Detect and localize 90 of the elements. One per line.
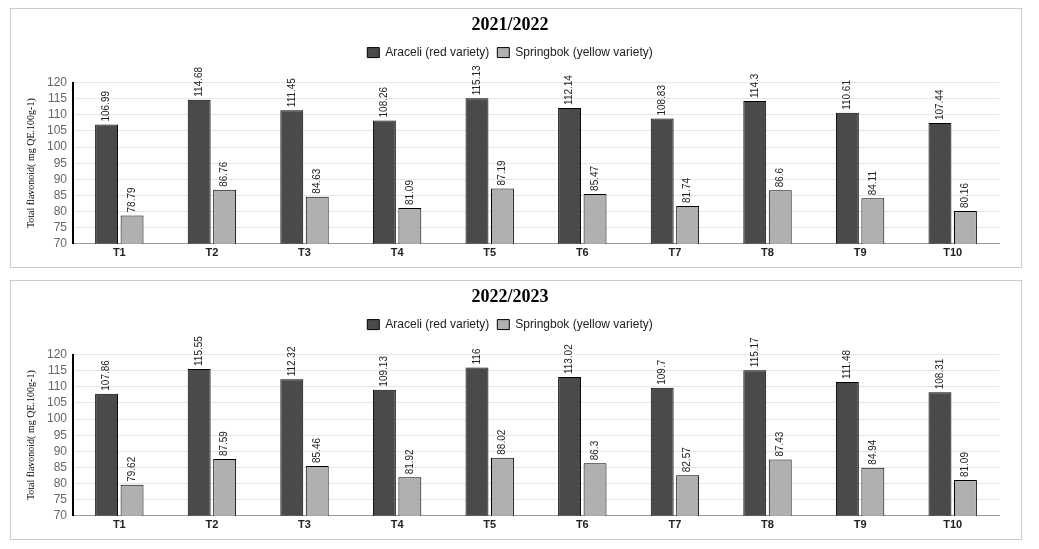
y-tick-label: 85: [53, 187, 68, 202]
x-tick-label: T2: [205, 246, 219, 259]
y-tick-label: 110: [47, 379, 68, 394]
data-label: 87.19: [496, 159, 508, 186]
data-label: 79.62: [125, 456, 137, 482]
x-tick-label: T1: [112, 246, 126, 259]
data-label: 114.3: [748, 73, 760, 98]
data-label: 114.68: [192, 66, 204, 97]
x-tick-label: T6: [575, 518, 589, 531]
data-label: 111.45: [285, 77, 297, 108]
data-label: 84.11: [866, 170, 878, 196]
data-label: 80.16: [959, 182, 971, 209]
data-label: 78.79: [125, 187, 137, 213]
data-label: 81.92: [403, 448, 415, 475]
data-label: 109.7: [655, 359, 667, 385]
y-tick-label: 105: [46, 395, 68, 410]
data-label: 116: [470, 348, 482, 365]
chart-title: 2022/2023: [471, 286, 549, 307]
y-tick-label: 90: [53, 171, 68, 186]
y-tick-label: 90: [53, 443, 68, 458]
data-label: 81.09: [403, 179, 415, 206]
y-tick-label: 75: [53, 491, 68, 506]
y-tick-label: 70: [53, 508, 68, 523]
legend-label: Araceli (red variety): [385, 44, 490, 59]
x-tick-label: T4: [390, 246, 405, 259]
x-tick-label: T7: [668, 246, 682, 259]
x-tick-label: T4: [390, 518, 405, 531]
data-label: 87.59: [218, 430, 230, 457]
y-tick-label: 95: [53, 155, 68, 170]
data-label: 84.63: [311, 168, 322, 194]
y-axis-title: Total flavonoid( mg QE.100g-1): [24, 370, 37, 501]
y-tick-label: 100: [46, 411, 68, 426]
y-tick-label: 100: [46, 139, 68, 154]
data-label: 110.61: [841, 79, 853, 110]
x-tick-label: T8: [761, 246, 774, 259]
data-label: 115.13: [470, 65, 482, 96]
chart-title: 2021/2022: [471, 14, 549, 35]
data-label: 115.55: [192, 335, 204, 366]
data-label: 111.48: [841, 349, 853, 380]
y-tick-label: 105: [46, 123, 68, 138]
data-label: 108.31: [933, 358, 945, 390]
y-tick-label: 120: [46, 74, 68, 89]
x-tick-label: T3: [298, 518, 311, 531]
data-label: 112.32: [285, 346, 297, 377]
data-label: 81.74: [681, 177, 693, 203]
legend-label: Araceli (red variety): [385, 316, 490, 331]
x-tick-label: T5: [483, 246, 497, 259]
x-tick-label: T8: [761, 518, 774, 531]
data-label: 113.02: [563, 343, 575, 375]
data-label: 88.02: [496, 429, 508, 455]
y-axis-title: Total flavonoid( mg QE.100g-1): [24, 98, 37, 229]
data-label: 86.76: [218, 161, 230, 187]
data-label: 85.46: [311, 437, 322, 463]
y-tick-label: 110: [47, 107, 68, 122]
data-label: 87.43: [773, 431, 785, 457]
x-tick-label: T1: [112, 518, 126, 531]
data-label: 107.44: [933, 89, 945, 121]
y-tick-label: 70: [53, 236, 68, 251]
x-tick-label: T2: [205, 518, 219, 531]
y-tick-label: 120: [46, 346, 68, 361]
data-label: 86.3: [588, 440, 600, 461]
x-tick-label: T3: [298, 246, 311, 259]
x-tick-label: T6: [575, 246, 589, 259]
x-tick-label: T7: [668, 518, 682, 531]
data-label: 106.99: [100, 90, 112, 122]
data-label: 107.86: [100, 359, 112, 391]
data-label: 82.57: [681, 446, 693, 473]
y-tick-label: 95: [53, 427, 68, 442]
y-tick-label: 85: [53, 459, 68, 474]
data-label: 84.94: [866, 439, 878, 465]
legend-label: Springbok (yellow variety): [515, 316, 653, 331]
data-label: 108.26: [378, 86, 390, 118]
legend-label: Springbok (yellow variety): [515, 44, 653, 59]
data-label: 81.09: [959, 451, 971, 478]
x-tick-label: T9: [853, 246, 867, 259]
y-tick-label: 115: [47, 363, 68, 378]
data-label: 108.83: [655, 84, 667, 116]
y-tick-label: 80: [53, 203, 68, 218]
x-tick-label: T5: [483, 518, 497, 531]
data-label: 86.6: [773, 167, 785, 188]
x-tick-label: T10: [943, 246, 963, 259]
y-tick-label: 115: [47, 91, 68, 106]
data-label: 85.47: [588, 165, 600, 191]
data-label: 109.13: [378, 355, 390, 387]
x-tick-label: T9: [853, 518, 867, 531]
x-tick-label: T10: [943, 518, 963, 531]
data-label: 112.14: [563, 74, 575, 105]
y-tick-label: 80: [53, 475, 68, 490]
y-tick-label: 75: [53, 219, 68, 234]
data-label: 115.17: [748, 336, 760, 368]
